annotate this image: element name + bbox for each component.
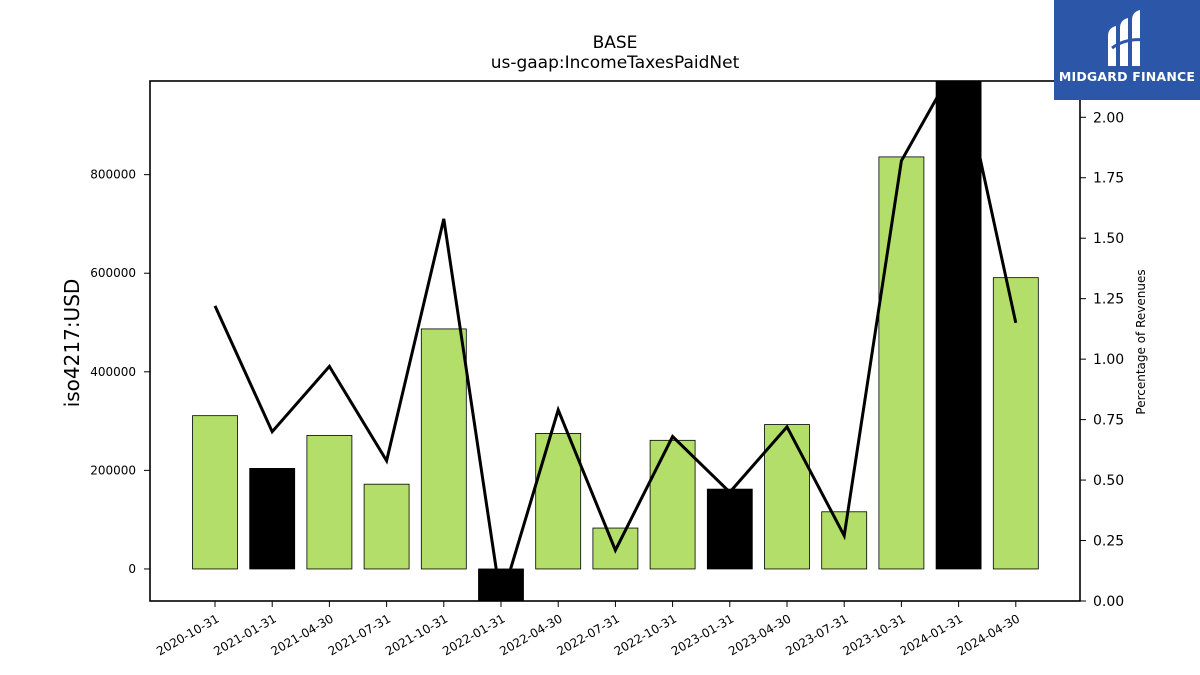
y2-tick-label: 1.00 bbox=[1093, 352, 1124, 368]
bar-2024-01-31 bbox=[935, 81, 982, 570]
bar-2023-04-30 bbox=[764, 424, 810, 570]
bar-2021-07-31 bbox=[363, 483, 410, 570]
y2-tick-label: 1.75 bbox=[1093, 171, 1124, 187]
y-axis-label: iso4217:USD bbox=[60, 279, 84, 408]
midgard-logo-icon bbox=[1108, 10, 1145, 66]
x-tick-label: 2024-01-31 bbox=[898, 611, 965, 658]
bar-2021-04-30 bbox=[306, 434, 353, 570]
y2-tick-label: 0.50 bbox=[1093, 473, 1124, 489]
bar-series bbox=[192, 81, 1039, 601]
y2-tick-label: 2.00 bbox=[1093, 110, 1124, 126]
y2-tick-label: 0.25 bbox=[1093, 534, 1124, 550]
y-tick-label: 600000 bbox=[90, 266, 136, 280]
y-tick-label: 200000 bbox=[90, 463, 136, 477]
bar-2021-10-31 bbox=[420, 328, 467, 570]
bar-2021-01-31 bbox=[249, 468, 296, 570]
y-axis-ticks: 0 200000 400000 600000 800000 bbox=[90, 168, 150, 576]
x-tick-label: 2021-01-31 bbox=[211, 611, 278, 658]
chart-subtitle: us-gaap:IncomeTaxesPaidNet bbox=[491, 53, 740, 73]
x-tick-label: 2021-10-31 bbox=[383, 611, 450, 658]
x-tick-label: 2022-04-30 bbox=[497, 611, 564, 658]
logo-text: MIDGARD FINANCE bbox=[1058, 69, 1196, 84]
y2-axis-ticks: 0.00 0.25 0.50 0.75 1.00 1.25 1.50 1.75 2.00 bbox=[1080, 110, 1124, 610]
midgard-finance-logo: MIDGARD FINANCE bbox=[1054, 0, 1200, 100]
x-axis-ticks: 2020-10-312021-01-312021-04-302021-07-31… bbox=[154, 601, 1022, 658]
bar-2024-04-30 bbox=[992, 277, 1039, 570]
y-tick-label: 400000 bbox=[90, 365, 136, 379]
percentage-line-series bbox=[213, 81, 1018, 601]
bar-2023-10-31 bbox=[878, 156, 925, 570]
x-tick-label: 2023-07-31 bbox=[783, 611, 850, 658]
x-tick-label: 2022-07-31 bbox=[554, 611, 621, 658]
y-tick-label: 0 bbox=[128, 562, 136, 576]
y-tick-label: 800000 bbox=[90, 168, 136, 182]
y2-tick-label: 0.00 bbox=[1093, 594, 1124, 610]
y2-tick-label: 1.50 bbox=[1093, 231, 1124, 247]
x-tick-label: 2023-01-31 bbox=[669, 611, 736, 658]
y2-tick-label: 1.25 bbox=[1093, 292, 1124, 308]
bar-2023-01-31 bbox=[706, 488, 753, 570]
x-tick-label: 2021-04-30 bbox=[268, 611, 335, 658]
x-tick-label: 2023-10-31 bbox=[840, 611, 907, 658]
x-tick-label: 2023-04-30 bbox=[726, 611, 793, 658]
bar-2022-04-30 bbox=[535, 433, 582, 570]
x-tick-label: 2022-10-31 bbox=[612, 611, 679, 658]
x-tick-label: 2024-04-30 bbox=[955, 611, 1022, 658]
x-tick-label: 2022-01-31 bbox=[440, 611, 507, 658]
y2-tick-label: 0.75 bbox=[1093, 413, 1124, 429]
chart-title: BASE bbox=[593, 33, 638, 53]
x-tick-label: 2021-07-31 bbox=[326, 611, 393, 658]
bar-2023-07-31 bbox=[821, 511, 868, 570]
bar-2020-10-31 bbox=[192, 415, 238, 570]
percentage-line bbox=[213, 81, 1018, 601]
bar-2022-10-31 bbox=[649, 439, 696, 570]
x-tick-label: 2020-10-31 bbox=[154, 611, 221, 658]
y2-axis-label: Percentage of Revenues bbox=[1134, 269, 1148, 414]
